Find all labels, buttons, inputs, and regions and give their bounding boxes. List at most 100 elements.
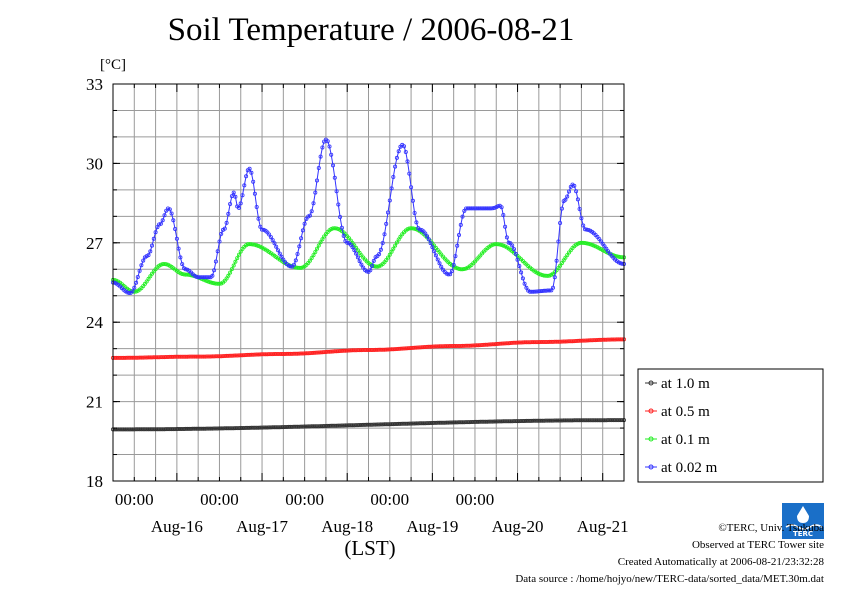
data-point: [393, 421, 398, 426]
legend-box: [637, 368, 824, 483]
data-point: [162, 261, 167, 266]
data-point: [173, 226, 178, 231]
data-point: [556, 239, 561, 244]
data-point: [352, 348, 357, 353]
data-point: [206, 275, 211, 280]
data-point: [320, 145, 325, 150]
data-point: [396, 149, 401, 154]
data-point: [426, 344, 431, 349]
data-point: [410, 198, 415, 203]
legend-swatch-marker: [648, 380, 654, 386]
data-point: [380, 240, 385, 245]
data-point: [400, 421, 405, 426]
data-point: [270, 238, 275, 243]
data-point: [183, 354, 188, 359]
data-point: [139, 263, 144, 268]
data-point: [448, 272, 453, 277]
data-point: [552, 275, 557, 280]
data-point: [165, 427, 170, 432]
data-point: [336, 349, 341, 354]
data-point: [414, 421, 419, 426]
data-point: [354, 251, 359, 256]
data-point: [204, 279, 209, 284]
data-point: [210, 280, 215, 285]
data-point: [252, 242, 257, 247]
axes: 18 21 24 27 30 33 [°C] 00:00 00:00 00:00 00:00 00:0…: [86, 57, 629, 560]
data-point: [185, 272, 190, 277]
data-point: [144, 279, 149, 284]
data-point: [258, 224, 263, 229]
data-point: [552, 339, 557, 344]
data-point: [453, 254, 458, 259]
data-point: [254, 425, 259, 430]
x-time-label: 00:00: [456, 490, 495, 509]
data-point: [323, 349, 328, 354]
legend-label: at 0.5 m: [661, 404, 710, 420]
data-point: [455, 420, 460, 425]
data-point: [439, 420, 444, 425]
data-point: [229, 267, 234, 272]
data-point: [462, 420, 467, 425]
data-point: [329, 349, 334, 354]
series-at-0-5-m: [111, 337, 627, 360]
data-point: [488, 206, 493, 211]
data-point: [252, 191, 257, 196]
data-point: [458, 222, 463, 227]
data-point: [453, 420, 458, 425]
data-point: [409, 185, 414, 190]
data-point: [393, 347, 398, 352]
data-point: [259, 227, 264, 232]
data-point: [322, 423, 327, 428]
legend: at 1.0 m at 0.5 m at 0.1 m at 0.02 m: [637, 368, 824, 483]
data-point: [488, 419, 493, 424]
data-point: [567, 189, 572, 194]
data-point: [460, 343, 465, 348]
data-point: [213, 354, 218, 359]
data-point: [350, 348, 355, 353]
data-point: [510, 243, 515, 248]
data-point: [151, 355, 156, 360]
data-point: [251, 179, 256, 184]
data-point: [412, 345, 417, 350]
data-point: [384, 221, 389, 226]
data-point: [538, 289, 543, 294]
data-point: [579, 216, 584, 221]
data-point: [456, 232, 461, 237]
data-point: [212, 281, 217, 286]
data-point: [208, 280, 213, 285]
data-point: [171, 218, 176, 223]
data-point: [357, 259, 362, 264]
data-point: [197, 354, 202, 359]
data-point: [584, 227, 589, 232]
data-point: [302, 424, 307, 429]
data-point: [137, 268, 142, 273]
data-point: [460, 214, 465, 219]
data-point: [398, 421, 403, 426]
x-date-label: Aug-17: [236, 517, 288, 536]
data-point: [222, 226, 227, 231]
data-point: [439, 264, 444, 269]
data-point: [414, 220, 419, 225]
data-point: [543, 288, 548, 293]
logo-text: TERC: [793, 530, 813, 538]
data-point: [391, 174, 396, 179]
data-point: [579, 240, 584, 245]
data-point: [307, 213, 312, 218]
observed-text: Observed at TERC Tower site: [691, 539, 824, 551]
data-point: [185, 426, 190, 431]
data-point: [426, 237, 431, 242]
data-point: [146, 253, 151, 258]
data-point: [228, 270, 233, 275]
data-point: [474, 419, 479, 424]
data-point: [228, 353, 233, 358]
data-point: [384, 258, 389, 263]
data-point: [512, 247, 517, 252]
data-point: [433, 420, 438, 425]
data-point: [171, 354, 176, 359]
data-point: [398, 346, 403, 351]
data-point: [391, 246, 396, 251]
data-point: [226, 426, 231, 431]
data-point: [352, 423, 357, 428]
data-point: [371, 422, 376, 427]
data-point: [309, 209, 314, 214]
